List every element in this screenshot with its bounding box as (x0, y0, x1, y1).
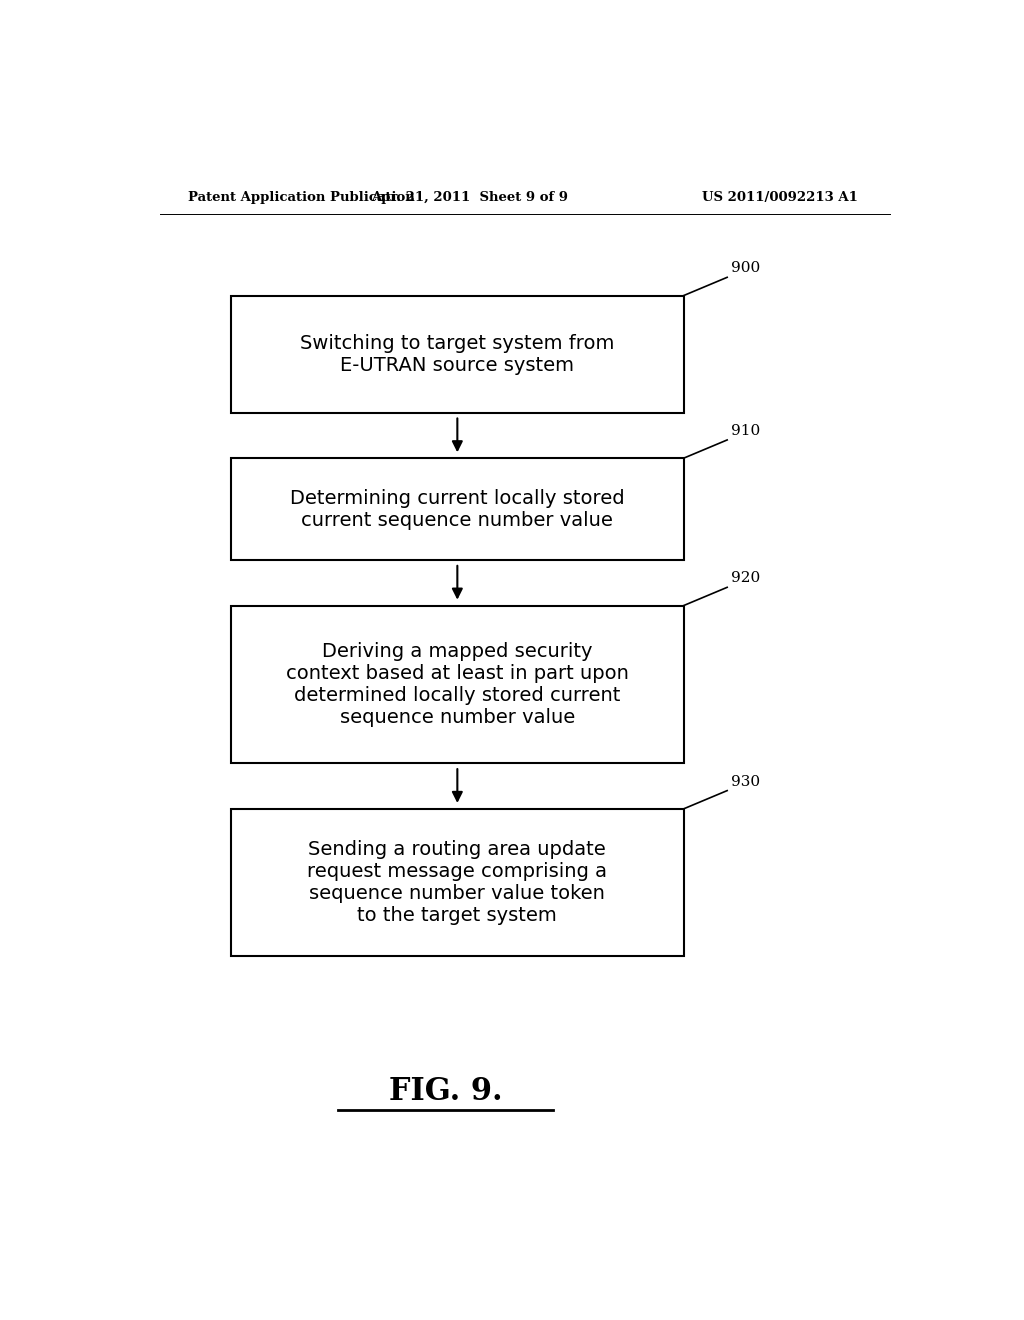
Text: 920: 920 (731, 572, 761, 585)
Text: FIG. 9.: FIG. 9. (389, 1076, 502, 1107)
FancyBboxPatch shape (231, 458, 684, 560)
Text: Determining current locally stored
current sequence number value: Determining current locally stored curre… (290, 488, 625, 529)
Text: US 2011/0092213 A1: US 2011/0092213 A1 (702, 190, 858, 203)
Text: 900: 900 (731, 261, 761, 276)
Text: Deriving a mapped security
context based at least in part upon
determined locall: Deriving a mapped security context based… (286, 642, 629, 727)
FancyBboxPatch shape (231, 809, 684, 956)
Text: Sending a routing area update
request message comprising a
sequence number value: Sending a routing area update request me… (307, 840, 607, 925)
Text: Switching to target system from
E-UTRAN source system: Switching to target system from E-UTRAN … (300, 334, 614, 375)
Text: 930: 930 (731, 775, 760, 788)
Text: Apr. 21, 2011  Sheet 9 of 9: Apr. 21, 2011 Sheet 9 of 9 (371, 190, 567, 203)
Text: 910: 910 (731, 424, 761, 438)
Text: Patent Application Publication: Patent Application Publication (187, 190, 415, 203)
FancyBboxPatch shape (231, 296, 684, 412)
FancyBboxPatch shape (231, 606, 684, 763)
